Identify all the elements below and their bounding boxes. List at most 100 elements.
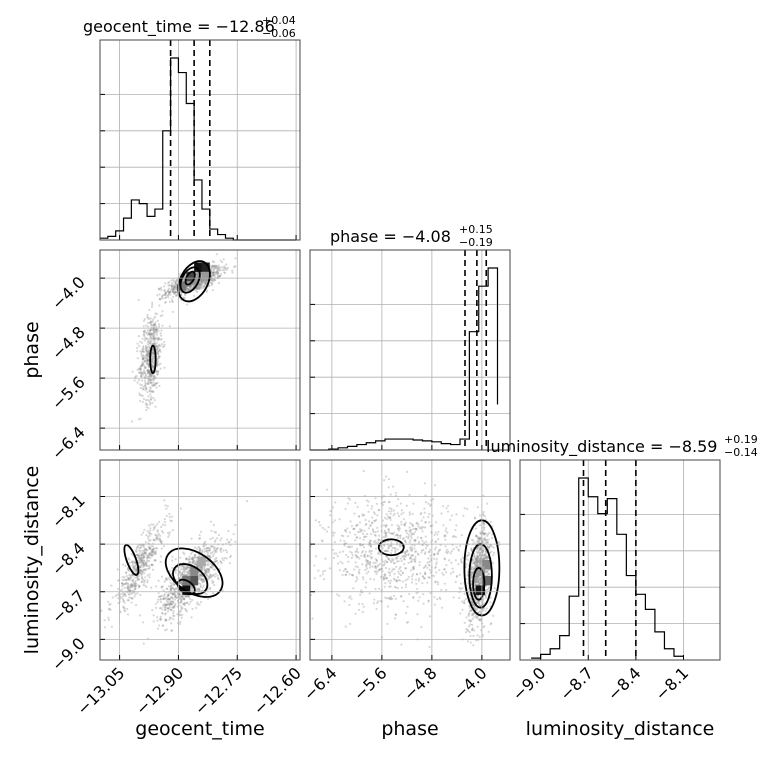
sample-point [203, 285, 206, 288]
sample-point [458, 573, 461, 577]
sample-point [349, 550, 352, 553]
sample-point [451, 567, 454, 570]
sample-point [185, 567, 188, 570]
sample-point [156, 530, 159, 533]
sample-point [376, 541, 380, 544]
sample-point [202, 281, 205, 285]
x-tick-label: −8.7 [556, 663, 597, 704]
sample-point [182, 570, 185, 573]
sample-point [183, 275, 187, 278]
sample-point [138, 367, 141, 370]
sample-point [457, 548, 460, 551]
density-cell [178, 281, 187, 291]
sample-point [467, 551, 470, 554]
sample-point [388, 500, 391, 504]
sample-point [174, 291, 177, 294]
sample-point [122, 600, 125, 603]
sample-point [148, 321, 152, 324]
sample-point [434, 541, 437, 544]
sample-point [171, 593, 175, 596]
sample-point [132, 581, 135, 584]
sample-point [130, 585, 134, 589]
sample-point [175, 280, 178, 283]
sample-point [207, 568, 210, 571]
sample-point [143, 568, 146, 571]
sample-point [150, 554, 153, 557]
sample-point [395, 580, 398, 583]
sample-point [479, 536, 482, 539]
sample-point [139, 350, 142, 353]
sample-point [160, 343, 163, 346]
sample-point [338, 594, 341, 597]
sample-point [185, 568, 188, 571]
sample-point [142, 563, 145, 566]
sample-point [163, 580, 166, 583]
sample-point [190, 616, 193, 619]
sample-point [141, 563, 144, 566]
sample-point [151, 366, 155, 369]
sample-point [203, 566, 206, 569]
sample-point [228, 541, 231, 544]
sample-point [191, 607, 194, 611]
sample-point [164, 504, 167, 507]
sample-point [175, 287, 178, 290]
sample-point [483, 625, 486, 628]
sample-point [423, 511, 426, 514]
sample-point [384, 549, 388, 553]
sample-point [435, 558, 438, 561]
sample-point [174, 287, 177, 290]
sample-point [476, 536, 479, 539]
sample-point [175, 284, 178, 287]
sample-point [374, 531, 377, 534]
sample-point [443, 568, 446, 571]
sample-point [220, 562, 223, 565]
sample-point [368, 541, 371, 544]
sample-point [153, 539, 157, 542]
sample-point [198, 587, 201, 591]
sample-point [429, 548, 432, 551]
sample-point [205, 547, 208, 550]
sample-point [147, 352, 150, 356]
sample-point [382, 564, 385, 567]
sample-point [423, 482, 427, 485]
sample-point [409, 546, 412, 549]
sample-point [149, 329, 152, 332]
sample-point [471, 602, 474, 605]
sample-point [344, 568, 347, 571]
sample-point [221, 269, 224, 272]
sample-point [472, 617, 475, 620]
sample-point [169, 293, 172, 296]
sample-point [159, 362, 162, 365]
sample-point [199, 284, 203, 288]
sample-point [370, 521, 374, 524]
sample-point [372, 540, 376, 543]
sample-point [148, 342, 152, 345]
sample-point [187, 558, 191, 562]
sample-point [383, 524, 386, 527]
sample-point [370, 552, 373, 555]
sample-point [162, 545, 166, 548]
sample-point [345, 570, 348, 573]
sample-point [365, 563, 368, 567]
sample-point [441, 504, 445, 508]
sample-point [397, 578, 400, 582]
sample-point [172, 610, 175, 613]
sample-point [145, 386, 148, 390]
sample-point [464, 597, 468, 600]
sample-point [155, 547, 158, 550]
sample-point [463, 507, 466, 510]
sample-point [164, 296, 167, 299]
sample-point [198, 577, 201, 580]
sample-point [484, 518, 487, 521]
sample-point [487, 546, 490, 549]
sample-point [157, 532, 160, 536]
sample-point [486, 588, 490, 591]
sample-point [466, 558, 470, 561]
sample-point [145, 354, 148, 357]
sample-point [142, 330, 145, 333]
sample-point [159, 287, 162, 290]
sample-point [198, 547, 201, 550]
sample-point [476, 625, 479, 628]
sample-point [140, 354, 143, 358]
sample-point [350, 597, 353, 600]
